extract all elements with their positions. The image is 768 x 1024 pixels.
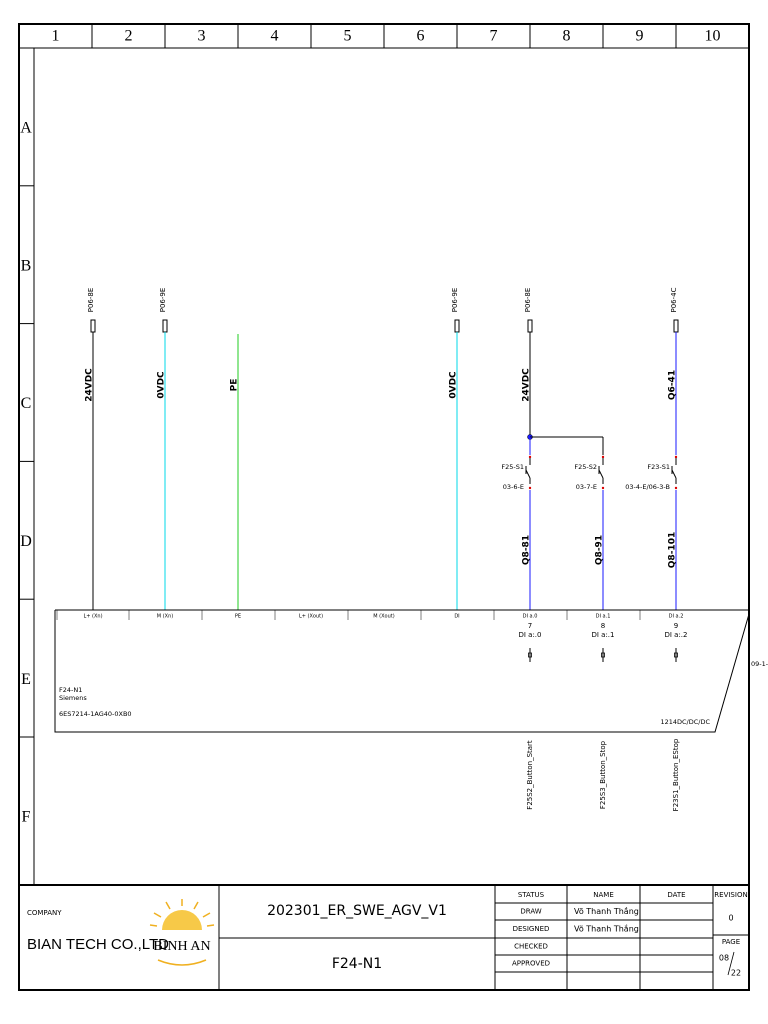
wire-name: PE [230, 379, 240, 392]
table-header: STATUS [518, 891, 545, 899]
contact-point [601, 486, 605, 490]
contact-blade [525, 469, 531, 479]
contact-blade [671, 469, 677, 479]
page-number: 08 [719, 954, 729, 963]
column-number: 3 [198, 28, 206, 45]
page-label: PAGE [722, 938, 740, 946]
status-label: DESIGNED [513, 925, 550, 933]
switch-name: F23-S1 [647, 463, 670, 471]
button-label: F25S2_Button_Start [526, 740, 534, 810]
device-maker: Siemens [59, 694, 87, 702]
wire-reference: P06-4C [670, 287, 678, 312]
name-value: Võ Thanh Thắng [574, 924, 639, 934]
input-number: 7 [528, 622, 532, 630]
page-slash [727, 951, 735, 976]
terminal-label: M (Xn) [157, 614, 173, 620]
contact-point [528, 455, 532, 459]
input-address: DI a:.1 [591, 631, 614, 639]
wire-name: 24VDC [85, 368, 95, 402]
button-label: F25S3_Button_Stop [599, 740, 607, 809]
wire-name: Q6-41 [668, 370, 678, 400]
row-letter: B [21, 257, 32, 274]
column-number: 1 [52, 28, 60, 45]
device-part: 6ES7214-1AG40-0XB0 [59, 710, 132, 718]
company-label: COMPANY [27, 909, 62, 917]
input-terminal-box [601, 652, 605, 658]
terminal-label: M (Xout) [373, 614, 394, 620]
wire-number: Q8-101 [668, 532, 678, 568]
contact-point [601, 455, 605, 459]
input-address: DI a:.0 [518, 631, 541, 639]
terminal-label: DI a.2 [669, 614, 684, 620]
row-letter: C [21, 395, 32, 412]
page-total: 22 [731, 969, 741, 978]
revision-label: REVISION [714, 891, 747, 899]
wire-reference: P06-8E [524, 288, 532, 313]
wire-name: 24VDC [522, 368, 532, 402]
company-name: BIAN TECH CO.,LTD [27, 936, 169, 953]
wire-reference: P06-9E [451, 288, 459, 313]
contact-point [674, 486, 678, 490]
status-label: APPROVED [512, 960, 550, 968]
wire-name: 0VDC [157, 371, 167, 399]
device-name: F24-N1 [59, 686, 82, 694]
column-number: 6 [417, 28, 425, 45]
wire-number: Q8-81 [522, 535, 532, 565]
wire-reference: P06-9E [159, 288, 167, 313]
table-header: DATE [667, 891, 685, 899]
wire-reference: P06-8E [87, 288, 95, 313]
row-letter: A [20, 120, 32, 137]
input-address: DI a:.2 [664, 631, 687, 639]
input-number: 8 [601, 622, 605, 630]
terminal-label: PE [235, 614, 241, 620]
project-name: 202301_ER_SWE_AGV_V1 [267, 903, 447, 919]
name-value: Võ Thanh Thắng [574, 906, 639, 916]
row-letter: F [22, 809, 31, 826]
logo-text: BINH AN [153, 939, 210, 954]
input-number: 9 [674, 622, 678, 630]
terminal-label: L+ (Xout) [299, 614, 323, 620]
row-letter: E [21, 671, 31, 688]
status-label: CHECKED [514, 943, 548, 951]
column-number: 8 [563, 28, 571, 45]
column-number: 10 [705, 28, 721, 45]
switch-name: F25-S2 [574, 463, 597, 471]
terminal-label: L+ (Xn) [83, 614, 102, 620]
row-letter: D [20, 533, 32, 550]
switch-name: F25-S1 [501, 463, 524, 471]
column-number: 2 [125, 28, 133, 45]
terminal-label: DI a.0 [523, 614, 538, 620]
switch-reference: 03-6-E [503, 483, 524, 491]
logo [149, 899, 215, 966]
contact-blade [598, 469, 604, 479]
revision-value: 0 [728, 914, 733, 923]
switch-reference: 03-4-E/06-3-B [625, 483, 670, 491]
switch-reference: 03-7-E [576, 483, 597, 491]
column-number: 9 [636, 28, 644, 45]
drawing-name: F24-N1 [332, 956, 382, 972]
input-terminal-box [528, 652, 532, 658]
column-number: 4 [271, 28, 279, 45]
table-header: NAME [593, 891, 614, 899]
device-model: 1214DC/DC/DC [660, 718, 710, 726]
input-terminal-box [674, 652, 678, 658]
terminal-label: DI [454, 614, 459, 620]
button-label: F23S1_Button_EStop [672, 738, 680, 811]
contact-point [528, 486, 532, 490]
wire-name: 0VDC [449, 371, 459, 399]
column-number: 7 [490, 28, 498, 45]
terminal-label: DI a.1 [596, 614, 611, 620]
plc-outline [54, 609, 750, 733]
wire-number: Q8-91 [595, 535, 605, 565]
status-label: DRAW [520, 908, 541, 916]
contact-point [674, 455, 678, 459]
column-number: 5 [344, 28, 352, 45]
cross-reference: 09-1-F [751, 660, 768, 668]
